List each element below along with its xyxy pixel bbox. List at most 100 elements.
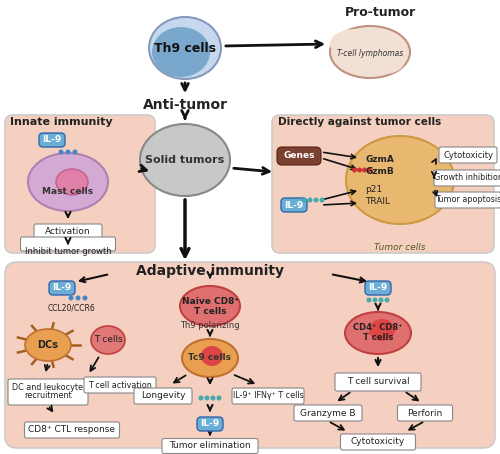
FancyBboxPatch shape: [365, 281, 391, 295]
Ellipse shape: [201, 346, 223, 366]
Text: Th9 polarizing: Th9 polarizing: [180, 321, 240, 331]
Text: CCL20/CCR6: CCL20/CCR6: [48, 304, 96, 312]
FancyBboxPatch shape: [340, 434, 415, 450]
FancyBboxPatch shape: [398, 405, 452, 421]
Text: Mast cells: Mast cells: [42, 188, 94, 197]
Text: T cells: T cells: [363, 332, 393, 341]
Text: T cells: T cells: [94, 336, 122, 345]
Text: Tc9 cells: Tc9 cells: [188, 354, 232, 362]
FancyBboxPatch shape: [84, 377, 156, 393]
Circle shape: [205, 396, 209, 400]
FancyBboxPatch shape: [5, 115, 155, 253]
Text: Solid tumors: Solid tumors: [146, 155, 224, 165]
Text: Th9 cells: Th9 cells: [154, 41, 216, 54]
FancyBboxPatch shape: [49, 281, 75, 295]
Circle shape: [308, 198, 312, 202]
Ellipse shape: [330, 29, 380, 59]
Circle shape: [373, 298, 377, 302]
FancyBboxPatch shape: [435, 192, 500, 208]
Text: Anti-tumor: Anti-tumor: [142, 98, 228, 112]
Circle shape: [211, 396, 215, 400]
Text: Tumor elimination: Tumor elimination: [169, 441, 251, 450]
Ellipse shape: [140, 124, 230, 196]
FancyBboxPatch shape: [277, 147, 321, 165]
Ellipse shape: [182, 339, 238, 377]
Text: Cytotoxicity: Cytotoxicity: [351, 438, 405, 446]
Text: CD4⁺ CD8⁺: CD4⁺ CD8⁺: [353, 322, 403, 331]
Text: IL-9: IL-9: [52, 283, 72, 292]
Text: Pro-tumor: Pro-tumor: [344, 5, 416, 19]
Ellipse shape: [346, 136, 454, 224]
Ellipse shape: [149, 17, 221, 79]
Circle shape: [73, 150, 77, 154]
FancyBboxPatch shape: [5, 262, 495, 448]
Text: IL-9: IL-9: [42, 135, 62, 144]
Ellipse shape: [180, 286, 240, 326]
Text: Innate immunity: Innate immunity: [10, 117, 113, 127]
FancyBboxPatch shape: [20, 237, 116, 251]
Text: Longevity: Longevity: [141, 391, 185, 400]
Ellipse shape: [56, 169, 88, 195]
Circle shape: [59, 150, 63, 154]
FancyBboxPatch shape: [439, 147, 497, 163]
Text: Directly against tumor cells: Directly against tumor cells: [278, 117, 442, 127]
Text: IL-9⁺ IFNγ⁺ T cells: IL-9⁺ IFNγ⁺ T cells: [232, 391, 304, 400]
Ellipse shape: [330, 26, 410, 78]
Text: T cell activation: T cell activation: [88, 380, 152, 390]
FancyBboxPatch shape: [34, 224, 102, 240]
Text: CD8⁺ CTL response: CD8⁺ CTL response: [28, 425, 116, 434]
Circle shape: [385, 298, 389, 302]
Circle shape: [217, 396, 221, 400]
Circle shape: [352, 168, 356, 172]
Text: GzmA: GzmA: [365, 156, 394, 164]
Text: IL-9: IL-9: [284, 201, 304, 209]
FancyBboxPatch shape: [8, 379, 88, 405]
FancyBboxPatch shape: [272, 115, 494, 253]
FancyBboxPatch shape: [134, 388, 192, 404]
Ellipse shape: [365, 46, 405, 74]
Text: IL-9: IL-9: [200, 419, 220, 429]
Circle shape: [314, 198, 318, 202]
Circle shape: [367, 298, 371, 302]
Circle shape: [379, 298, 383, 302]
Circle shape: [320, 198, 324, 202]
Ellipse shape: [91, 326, 125, 354]
Text: Granzyme B: Granzyme B: [300, 409, 356, 418]
Circle shape: [199, 396, 203, 400]
FancyBboxPatch shape: [281, 198, 307, 212]
FancyBboxPatch shape: [232, 388, 304, 404]
Ellipse shape: [25, 329, 71, 361]
Text: T cell survival: T cell survival: [346, 377, 410, 386]
Text: recruitment: recruitment: [24, 391, 72, 400]
FancyBboxPatch shape: [197, 417, 223, 431]
Ellipse shape: [369, 319, 395, 341]
Text: DC and leukocyte: DC and leukocyte: [12, 383, 84, 391]
Text: Cytotoxicity: Cytotoxicity: [443, 150, 493, 159]
Text: Adaptive immunity: Adaptive immunity: [136, 264, 284, 278]
FancyBboxPatch shape: [24, 422, 120, 438]
Ellipse shape: [152, 27, 210, 77]
FancyBboxPatch shape: [294, 405, 362, 421]
Text: Tumor cells: Tumor cells: [374, 243, 426, 252]
FancyBboxPatch shape: [39, 133, 65, 147]
Text: Tumor apoptosis: Tumor apoptosis: [435, 196, 500, 204]
Circle shape: [76, 296, 80, 300]
Circle shape: [362, 168, 366, 172]
Circle shape: [368, 168, 372, 172]
Text: DCs: DCs: [38, 340, 58, 350]
Text: Activation: Activation: [45, 227, 91, 237]
Ellipse shape: [358, 29, 392, 51]
Text: GzmB: GzmB: [365, 168, 394, 177]
Text: Naive CD8⁺: Naive CD8⁺: [182, 297, 238, 306]
Text: Growth inhibition: Growth inhibition: [434, 173, 500, 183]
Circle shape: [83, 296, 87, 300]
Circle shape: [69, 296, 73, 300]
Circle shape: [66, 150, 70, 154]
Text: Inhibit tumor growth: Inhibit tumor growth: [24, 247, 112, 256]
Circle shape: [358, 168, 362, 172]
FancyBboxPatch shape: [335, 373, 421, 391]
Text: Perforin: Perforin: [408, 409, 442, 418]
FancyBboxPatch shape: [162, 439, 258, 454]
FancyBboxPatch shape: [434, 170, 500, 186]
Circle shape: [302, 198, 306, 202]
